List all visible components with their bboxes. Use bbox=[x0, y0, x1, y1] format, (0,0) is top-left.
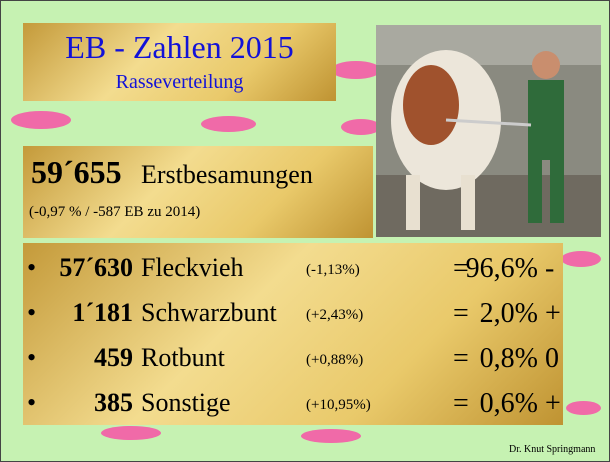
total-label: Erstbesamungen bbox=[141, 160, 313, 190]
bullet: • bbox=[27, 253, 36, 283]
pig-decoration bbox=[331, 61, 381, 79]
pig-decoration bbox=[566, 401, 601, 415]
title: EB - Zahlen 2015 bbox=[23, 29, 336, 66]
pig-decoration bbox=[101, 426, 161, 440]
row-trend: + bbox=[545, 388, 561, 420]
row-share: 2,0% bbox=[480, 298, 538, 330]
pig-decoration bbox=[11, 111, 71, 129]
row-change: (+0,88%) bbox=[306, 352, 363, 369]
total-number: 59´655 bbox=[31, 154, 122, 191]
row-change: (-1,13%) bbox=[306, 262, 360, 279]
row-name: Rotbunt bbox=[141, 343, 225, 373]
row-number: 385 bbox=[94, 388, 133, 418]
bullet: • bbox=[27, 298, 36, 328]
row-eq: = bbox=[453, 343, 469, 375]
slide: EB - Zahlen 2015 Rasseverteilung 59´655 … bbox=[0, 0, 610, 462]
row-change: (+10,95%) bbox=[306, 397, 371, 414]
total-box: 59´655 Erstbesamungen (-0,97 % / -587 EB… bbox=[23, 146, 373, 238]
row-eq: = bbox=[453, 298, 469, 330]
row-change: (+2,43%) bbox=[306, 307, 363, 324]
row-name: Fleckvieh bbox=[141, 253, 244, 283]
total-note: (-0,97 % / -587 EB zu 2014) bbox=[29, 204, 200, 221]
pig-decoration bbox=[201, 116, 256, 132]
row-trend: - bbox=[545, 253, 554, 285]
row-share: 0,6% bbox=[480, 388, 538, 420]
row-number: 459 bbox=[94, 343, 133, 373]
row-trend: 0 bbox=[545, 343, 559, 375]
row-name: Schwarzbunt bbox=[141, 298, 277, 328]
row-number: 1´181 bbox=[72, 298, 133, 328]
subtitle: Rasseverteilung bbox=[23, 71, 336, 94]
footer: Dr. Knut Springmann bbox=[509, 444, 595, 455]
breed-list: • 57´630 Fleckvieh (-1,13%) = 96,6%- • 1´181 Sch… bbox=[23, 243, 563, 425]
row-share: 96,6% bbox=[466, 253, 538, 285]
photo bbox=[376, 25, 601, 237]
pig-decoration bbox=[301, 429, 361, 443]
pig-decoration bbox=[561, 251, 601, 267]
pig-decoration bbox=[341, 119, 381, 135]
row-trend: + bbox=[545, 298, 561, 330]
row-share: 0,8% bbox=[480, 343, 538, 375]
bullet: • bbox=[27, 343, 36, 373]
row-name: Sonstige bbox=[141, 388, 231, 418]
row-eq: = bbox=[453, 388, 469, 420]
title-box: EB - Zahlen 2015 Rasseverteilung bbox=[23, 23, 336, 101]
bullet: • bbox=[27, 388, 36, 418]
row-number: 57´630 bbox=[59, 253, 133, 283]
